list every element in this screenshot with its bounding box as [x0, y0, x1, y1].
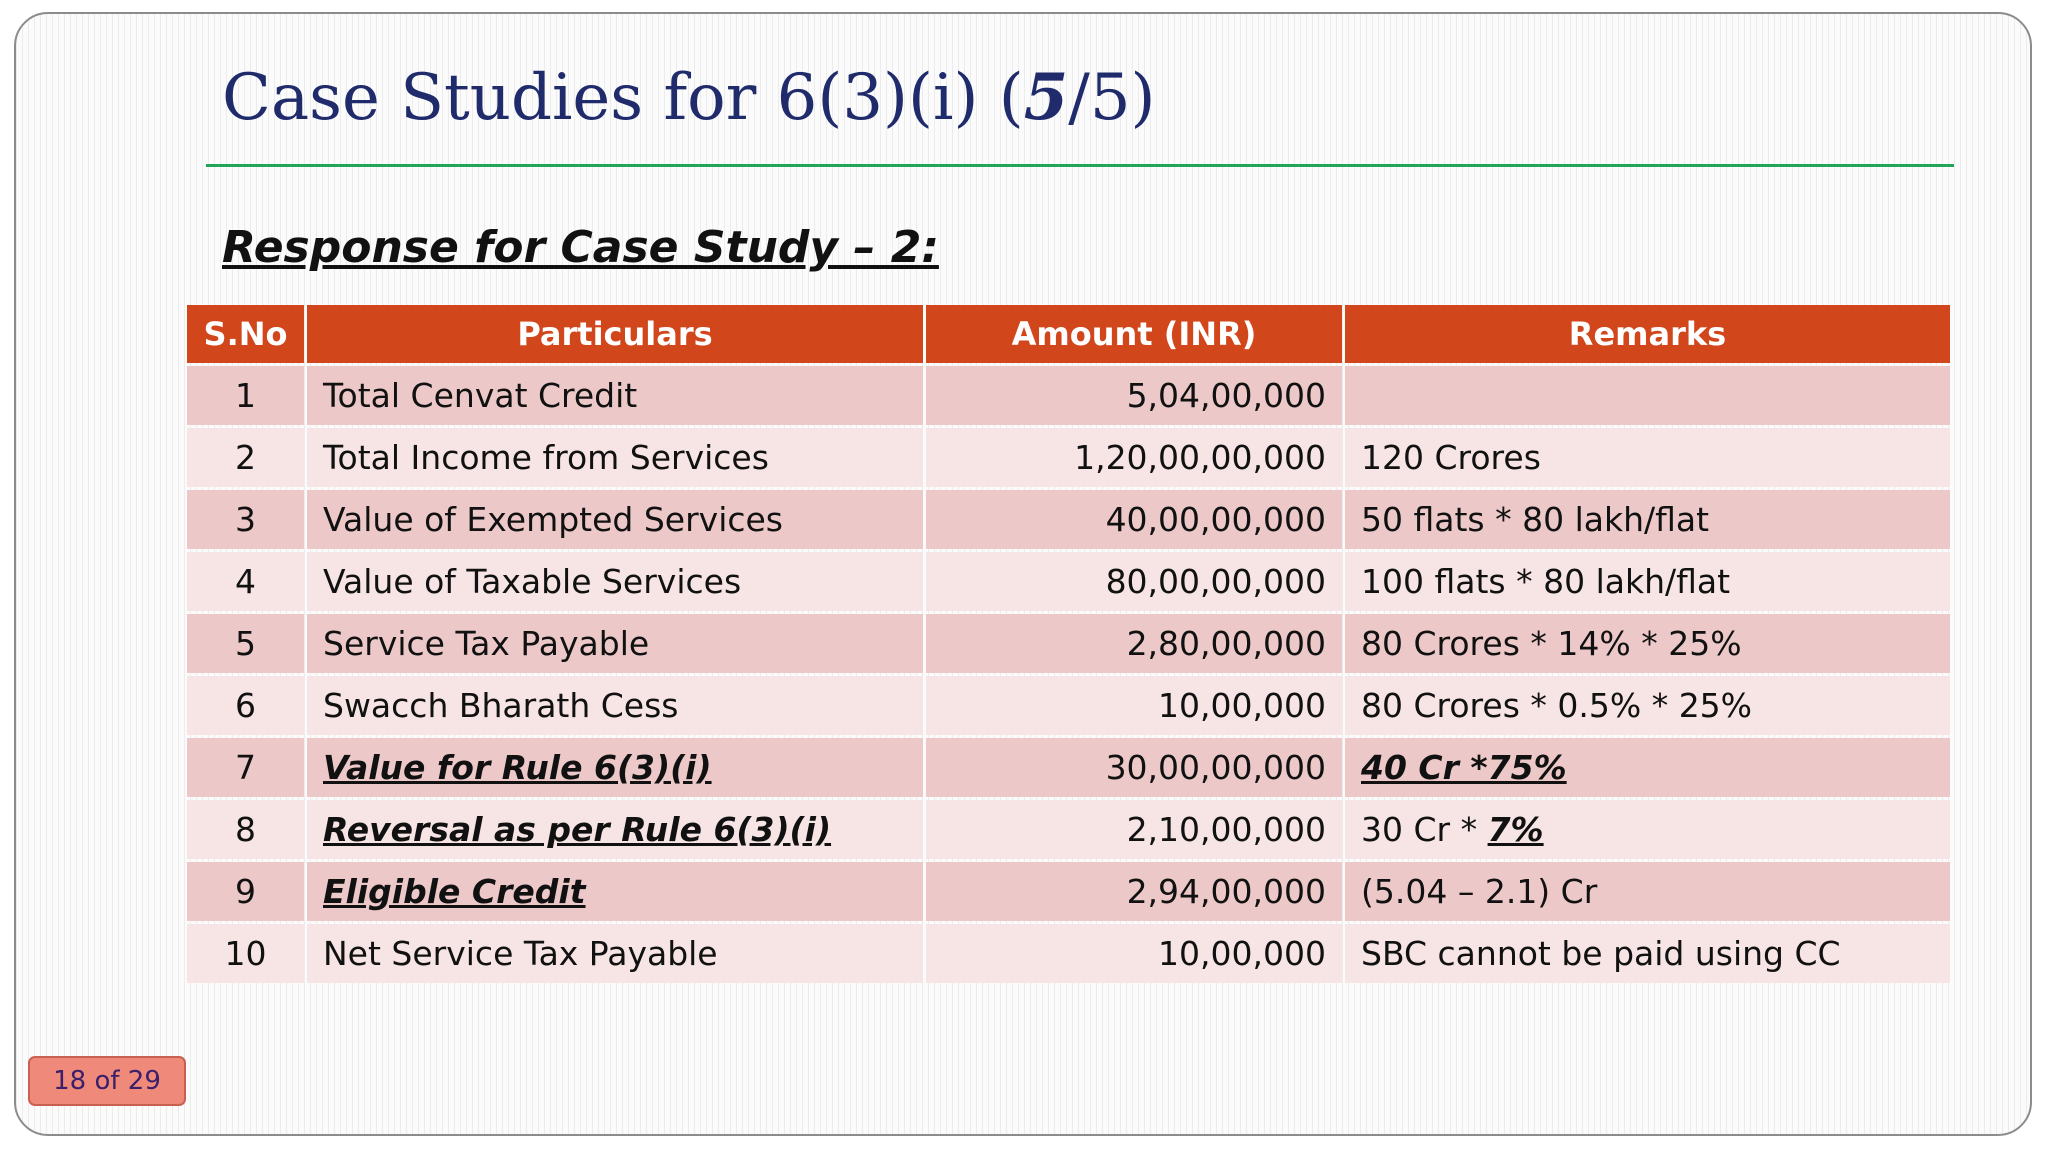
cell-amount: 10,00,000 — [926, 924, 1342, 983]
slide-title-suffix: /5) — [1068, 61, 1156, 135]
cell-sno: 8 — [187, 800, 304, 859]
header-particulars: Particulars — [307, 305, 923, 363]
cell-remarks: 120 Crores — [1345, 428, 1950, 487]
table-row: 2 Total Income from Services 1,20,00,00,… — [187, 428, 1950, 487]
cell-amount: 5,04,00,000 — [926, 366, 1342, 425]
header-remarks: Remarks — [1345, 305, 1950, 363]
cell-amount: 10,00,000 — [926, 676, 1342, 735]
cell-amount: 1,20,00,00,000 — [926, 428, 1342, 487]
title-divider — [206, 164, 1954, 167]
cell-particulars: Reversal as per Rule 6(3)(i) — [307, 800, 923, 859]
table-row: 4 Value of Taxable Services 80,00,00,000… — [187, 552, 1950, 611]
cell-particulars: Service Tax Payable — [307, 614, 923, 673]
cell-sno: 10 — [187, 924, 304, 983]
slide-title: Case Studies for 6(3)(i) (5/5) — [222, 60, 1156, 137]
cell-amount: 80,00,00,000 — [926, 552, 1342, 611]
slide-subtitle: Response for Case Study – 2: — [222, 222, 939, 273]
table-row: 10 Net Service Tax Payable 10,00,000 SBC… — [187, 924, 1950, 983]
cell-sno: 6 — [187, 676, 304, 735]
cell-particulars: Swacch Bharath Cess — [307, 676, 923, 735]
cell-particulars: Value of Exempted Services — [307, 490, 923, 549]
cell-amount: 2,10,00,000 — [926, 800, 1342, 859]
cell-remarks: 100 flats * 80 lakh/flat — [1345, 552, 1950, 611]
table-row: 1 Total Cenvat Credit 5,04,00,000 — [187, 366, 1950, 425]
table-row: 9 Eligible Credit 2,94,00,000 (5.04 – 2.… — [187, 862, 1950, 921]
cell-sno: 3 — [187, 490, 304, 549]
cell-particulars-emphasis: Value for Rule 6(3)(i) — [323, 748, 712, 787]
cell-remarks: (5.04 – 2.1) Cr — [1345, 862, 1950, 921]
cell-remarks: SBC cannot be paid using CC — [1345, 924, 1950, 983]
cell-sno: 9 — [187, 862, 304, 921]
cell-amount: 2,80,00,000 — [926, 614, 1342, 673]
slide-title-emphasis: 5 — [1023, 60, 1069, 135]
cell-particulars: Total Cenvat Credit — [307, 366, 923, 425]
cell-remarks: 50 flats * 80 lakh/flat — [1345, 490, 1950, 549]
cell-remarks: 40 Cr *75% — [1345, 738, 1950, 797]
cell-particulars: Eligible Credit — [307, 862, 923, 921]
cell-amount: 40,00,00,000 — [926, 490, 1342, 549]
cell-remarks — [1345, 366, 1950, 425]
cell-remarks: 80 Crores * 0.5% * 25% — [1345, 676, 1950, 735]
cell-particulars: Value of Taxable Services — [307, 552, 923, 611]
cell-sno: 1 — [187, 366, 304, 425]
cell-remarks: 80 Crores * 14% * 25% — [1345, 614, 1950, 673]
header-sno: S.No — [187, 305, 304, 363]
cell-sno: 7 — [187, 738, 304, 797]
table-row: 7 Value for Rule 6(3)(i) 30,00,00,000 40… — [187, 738, 1950, 797]
cell-particulars: Net Service Tax Payable — [307, 924, 923, 983]
page-indicator: 18 of 29 — [28, 1056, 186, 1106]
cell-remarks: 30 Cr * 7% — [1345, 800, 1950, 859]
slide-title-prefix: Case Studies for 6(3)(i) ( — [222, 61, 1024, 135]
cell-particulars-emphasis: Eligible Credit — [323, 872, 586, 911]
table-row: 8 Reversal as per Rule 6(3)(i) 2,10,00,0… — [187, 800, 1950, 859]
header-amount: Amount (INR) — [926, 305, 1342, 363]
table-header-row: S.No Particulars Amount (INR) Remarks — [187, 305, 1950, 363]
table-row: 3 Value of Exempted Services 40,00,00,00… — [187, 490, 1950, 549]
cell-amount: 2,94,00,000 — [926, 862, 1342, 921]
cell-sno: 2 — [187, 428, 304, 487]
cell-sno: 5 — [187, 614, 304, 673]
table-row: 5 Service Tax Payable 2,80,00,000 80 Cro… — [187, 614, 1950, 673]
slide: Case Studies for 6(3)(i) (5/5) Response … — [14, 12, 2032, 1136]
cell-particulars-emphasis: Reversal as per Rule 6(3)(i) — [323, 810, 832, 849]
cell-remarks-text: 30 Cr * — [1361, 810, 1488, 849]
cell-remarks-emphasis: 7% — [1487, 810, 1544, 849]
cell-remarks-emphasis: 40 Cr *75% — [1361, 748, 1567, 787]
cell-particulars: Value for Rule 6(3)(i) — [307, 738, 923, 797]
cell-particulars: Total Income from Services — [307, 428, 923, 487]
cell-amount: 30,00,00,000 — [926, 738, 1342, 797]
response-table: S.No Particulars Amount (INR) Remarks 1 … — [184, 302, 1953, 986]
cell-sno: 4 — [187, 552, 304, 611]
table-row: 6 Swacch Bharath Cess 10,00,000 80 Crore… — [187, 676, 1950, 735]
